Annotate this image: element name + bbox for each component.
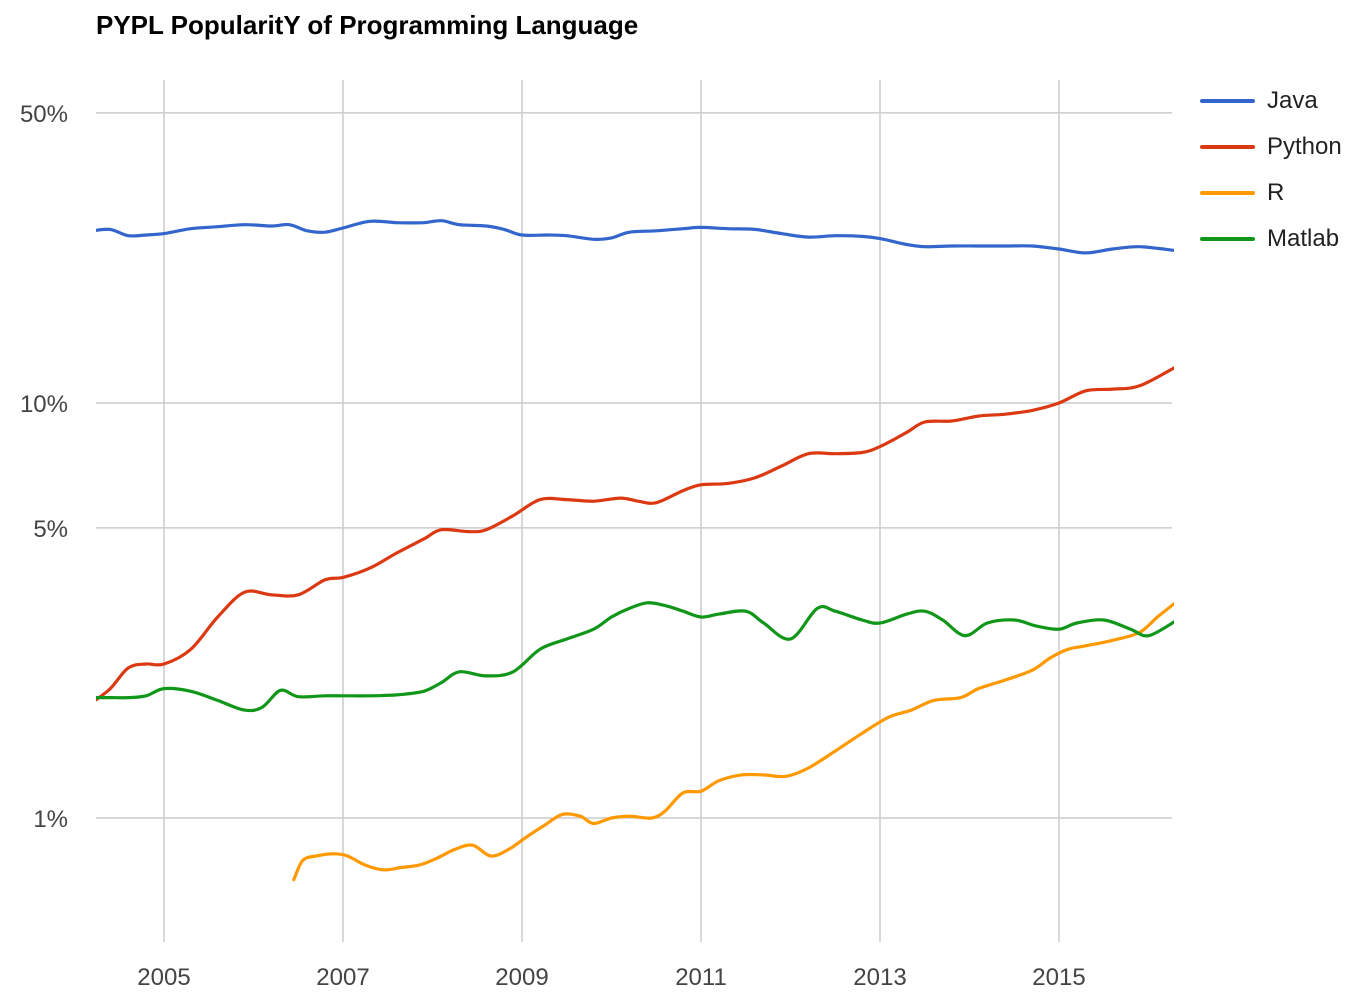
- grid-lines: [96, 80, 1172, 942]
- x-axis-tick-labels: 2005 2007 2009 2011 2013 2015: [137, 964, 1085, 991]
- x-tick-label: 2005: [137, 964, 190, 991]
- series-lines: [96, 219, 1174, 882]
- legend-label: Java: [1267, 87, 1318, 114]
- y-tick-label: 50%: [20, 101, 68, 128]
- x-tick-label: 2013: [853, 964, 906, 991]
- x-tick-label: 2007: [316, 964, 369, 991]
- series-line-java: [96, 219, 1174, 255]
- x-tick-label: 2011: [675, 964, 727, 991]
- legend-swatch: [1200, 99, 1255, 103]
- legend-item-r: R: [1200, 170, 1342, 216]
- legend-swatch: [1200, 145, 1255, 149]
- legend-swatch: [1200, 191, 1255, 195]
- y-tick-label: 10%: [20, 391, 68, 418]
- legend-swatch: [1200, 237, 1255, 241]
- series-line-python: [96, 366, 1174, 702]
- chart-title: PYPL PopularitY of Programming Language: [96, 10, 639, 40]
- x-tick-label: 2015: [1032, 964, 1085, 991]
- y-tick-label: 5%: [33, 516, 68, 543]
- legend-item-java: Java: [1200, 78, 1342, 124]
- legend-label: Matlab: [1267, 225, 1340, 252]
- y-axis-tick-labels: 50% 10% 5% 1%: [20, 101, 68, 833]
- x-tick-label: 2009: [495, 964, 548, 991]
- legend-label: Python: [1267, 133, 1342, 160]
- legend-item-matlab: Matlab: [1200, 216, 1342, 262]
- legend-item-python: Python: [1200, 124, 1342, 170]
- y-tick-label: 1%: [33, 806, 68, 833]
- legend-label: R: [1267, 179, 1285, 206]
- series-line-r: [292, 601, 1174, 882]
- series-line-matlab: [96, 601, 1174, 713]
- legend: Java Python R Matlab: [1200, 78, 1342, 262]
